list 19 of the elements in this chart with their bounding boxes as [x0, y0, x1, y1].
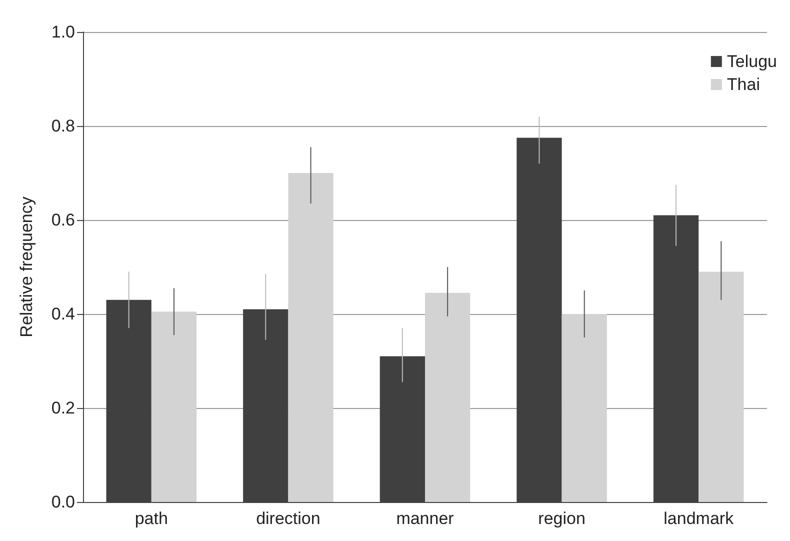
- y-tick-label: 1.0: [51, 22, 75, 42]
- bar: [562, 314, 607, 502]
- y-tick-label: 0.6: [51, 210, 75, 230]
- x-tick-label: region: [538, 509, 586, 528]
- y-tick-label: 0.0: [51, 492, 75, 512]
- x-tick-label: landmark: [664, 509, 734, 528]
- y-tick-label: 0.2: [51, 398, 75, 418]
- x-tick-label: direction: [256, 509, 320, 528]
- bar: [151, 312, 197, 502]
- bar: [425, 292, 470, 502]
- legend-label: Telugu: [726, 52, 778, 71]
- bar: [288, 173, 334, 502]
- x-tick-label: manner: [396, 509, 454, 528]
- legend-label: Thai: [726, 75, 760, 94]
- y-tick-label: 0.8: [51, 116, 75, 136]
- x-tick-label: path: [134, 509, 168, 528]
- bar: [698, 272, 744, 502]
- y-axis-title: Relative frequency: [17, 196, 36, 338]
- y-tick-label: 0.4: [51, 304, 75, 324]
